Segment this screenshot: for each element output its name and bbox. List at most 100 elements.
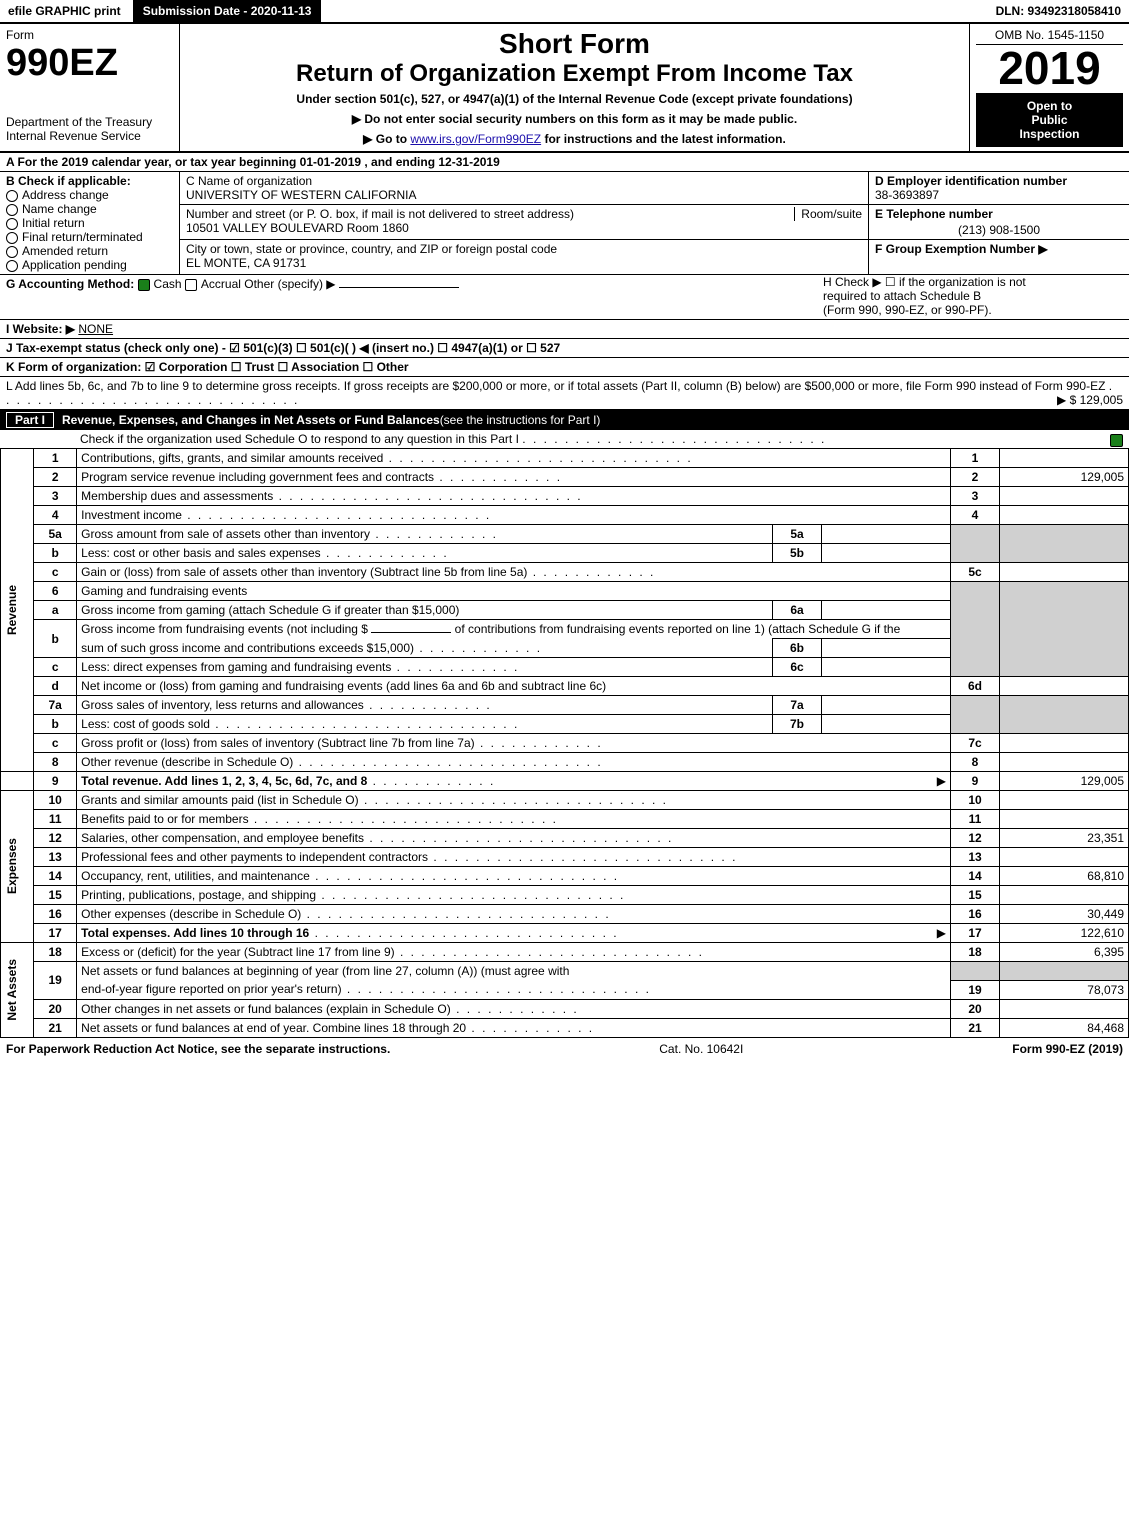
addr-block: Number and street (or P. O. box, if mail…: [180, 204, 868, 237]
form-header: Form 990EZ Department of the Treasury In…: [0, 24, 1129, 153]
l6c-sv: [822, 658, 951, 677]
chk-schedule-o[interactable]: [1110, 434, 1123, 447]
l13-r: 13: [951, 848, 1000, 867]
l19-desc2: end-of-year figure reported on prior yea…: [77, 980, 951, 999]
row-k: K Form of organization: ☑ Corporation ☐ …: [0, 358, 1129, 377]
l8-v: [1000, 753, 1129, 772]
l12-desc: Salaries, other compensation, and employ…: [77, 829, 951, 848]
l6-shade: [951, 582, 1000, 677]
l15-v: [1000, 886, 1129, 905]
open-to-public: Open to Public Inspection: [976, 93, 1123, 147]
l16-v: 30,449: [1000, 905, 1129, 924]
l12-no: 12: [34, 829, 77, 848]
l11-no: 11: [34, 810, 77, 829]
b-title: B Check if applicable:: [6, 174, 131, 188]
l14-desc: Occupancy, rent, utilities, and maintena…: [77, 867, 951, 886]
l19-no: 19: [34, 962, 77, 1000]
l18-r: 18: [951, 943, 1000, 962]
part1-header: Part I Revenue, Expenses, and Changes in…: [0, 410, 1129, 430]
e-label: E Telephone number: [869, 204, 1129, 223]
l5c-r: 5c: [951, 563, 1000, 582]
dept-treasury: Department of the Treasury: [6, 115, 173, 129]
l2-desc: Program service revenue including govern…: [77, 468, 951, 487]
l17-r: 17: [951, 924, 1000, 943]
l15-desc: Printing, publications, postage, and shi…: [77, 886, 951, 905]
chk-cash[interactable]: [138, 279, 150, 291]
l2-no: 2: [34, 468, 77, 487]
addr-label: Number and street (or P. O. box, if mail…: [186, 207, 574, 221]
l17-no: 17: [34, 924, 77, 943]
h-box: H Check ▶ ☐ if the organization is not r…: [823, 275, 1123, 317]
chk-name-change[interactable]: [6, 204, 18, 216]
l6b-sv: [822, 639, 951, 658]
l20-no: 20: [34, 999, 77, 1018]
lines-table: Revenue 1 Contributions, gifts, grants, …: [0, 448, 1129, 1038]
l12-r: 12: [951, 829, 1000, 848]
l8-desc: Other revenue (describe in Schedule O): [77, 753, 951, 772]
chk-initial[interactable]: [6, 218, 18, 230]
l8-no: 8: [34, 753, 77, 772]
l5c-no: c: [34, 563, 77, 582]
l6b-no: b: [34, 620, 77, 658]
l7a-sub: 7a: [773, 696, 822, 715]
section-b: B Check if applicable: Address change Na…: [0, 172, 180, 274]
l6b-blank[interactable]: [371, 632, 451, 633]
l7b-sub: 7b: [773, 715, 822, 734]
section-c: C Name of organization UNIVERSITY OF WES…: [180, 172, 869, 274]
footer-right: Form 990-EZ (2019): [1012, 1042, 1123, 1056]
g-other: Other (specify) ▶: [244, 277, 335, 291]
j-text: J Tax-exempt status (check only one) - ☑…: [6, 341, 560, 355]
l6a-no: a: [34, 601, 77, 620]
l9-desc: Total revenue. Add lines 1, 2, 3, 4, 5c,…: [77, 772, 951, 791]
l12-v: 23,351: [1000, 829, 1129, 848]
footer-mid: Cat. No. 10642I: [659, 1042, 743, 1056]
dln-label: DLN: 93492318058410: [988, 0, 1129, 22]
city-label: City or town, state or province, country…: [186, 242, 862, 256]
chk-accrual[interactable]: [185, 279, 197, 291]
phone-value: (213) 908-1500: [875, 223, 1123, 237]
chk-final[interactable]: [6, 232, 18, 244]
l-text: L Add lines 5b, 6c, and 7b to line 9 to …: [6, 379, 1105, 393]
l5b-desc: Less: cost or other basis and sales expe…: [77, 544, 773, 563]
part1-note: Check if the organization used Schedule …: [0, 430, 1129, 448]
l6b-desc3: sum of such gross income and contributio…: [77, 639, 773, 658]
l11-r: 11: [951, 810, 1000, 829]
l6d-v: [1000, 677, 1129, 696]
chk-address-change[interactable]: [6, 190, 18, 202]
open-line3: Inspection: [978, 127, 1121, 141]
l16-desc: Other expenses (describe in Schedule O): [77, 905, 951, 924]
irs-link[interactable]: www.irs.gov/Form990EZ: [410, 132, 541, 146]
g-cash: Cash: [154, 277, 182, 291]
l5b-no: b: [34, 544, 77, 563]
header-center: Short Form Return of Organization Exempt…: [180, 24, 969, 151]
g-label: G Accounting Method:: [6, 277, 134, 291]
side-net: Net Assets: [1, 943, 34, 1038]
l11-desc: Benefits paid to or for members: [77, 810, 951, 829]
l18-no: 18: [34, 943, 77, 962]
k-text: K Form of organization: ☑ Corporation ☐ …: [6, 360, 409, 374]
section-def: D Employer identification number 38-3693…: [869, 172, 1129, 274]
side-revenue: Revenue: [1, 449, 34, 772]
l7-shade2: [1000, 696, 1129, 734]
part1-title: Revenue, Expenses, and Changes in Net As…: [62, 413, 440, 427]
l6c-desc: Less: direct expenses from gaming and fu…: [77, 658, 773, 677]
f-label: F Group Exemption Number ▶: [869, 239, 1129, 258]
part1-note-text: Check if the organization used Schedule …: [80, 432, 519, 446]
b-pending: Application pending: [22, 258, 127, 272]
efile-label[interactable]: efile GRAPHIC print: [0, 0, 129, 22]
chk-amended[interactable]: [6, 246, 18, 258]
l1-desc: Contributions, gifts, grants, and simila…: [77, 449, 951, 468]
g-other-line[interactable]: [339, 287, 459, 288]
i-label: I Website: ▶: [6, 322, 75, 336]
l14-r: 14: [951, 867, 1000, 886]
b-final: Final return/terminated: [22, 230, 143, 244]
header-left: Form 990EZ Department of the Treasury In…: [0, 24, 180, 151]
row-g: G Accounting Method: Cash Accrual Other …: [0, 275, 1129, 320]
org-name: UNIVERSITY OF WESTERN CALIFORNIA: [186, 188, 862, 202]
b-initial: Initial return: [22, 216, 85, 230]
chk-pending[interactable]: [6, 260, 18, 272]
l14-v: 68,810: [1000, 867, 1129, 886]
footer-left: For Paperwork Reduction Act Notice, see …: [6, 1042, 390, 1056]
c-label: C Name of organization: [186, 174, 862, 188]
note-ssn: ▶ Do not enter social security numbers o…: [352, 112, 797, 126]
